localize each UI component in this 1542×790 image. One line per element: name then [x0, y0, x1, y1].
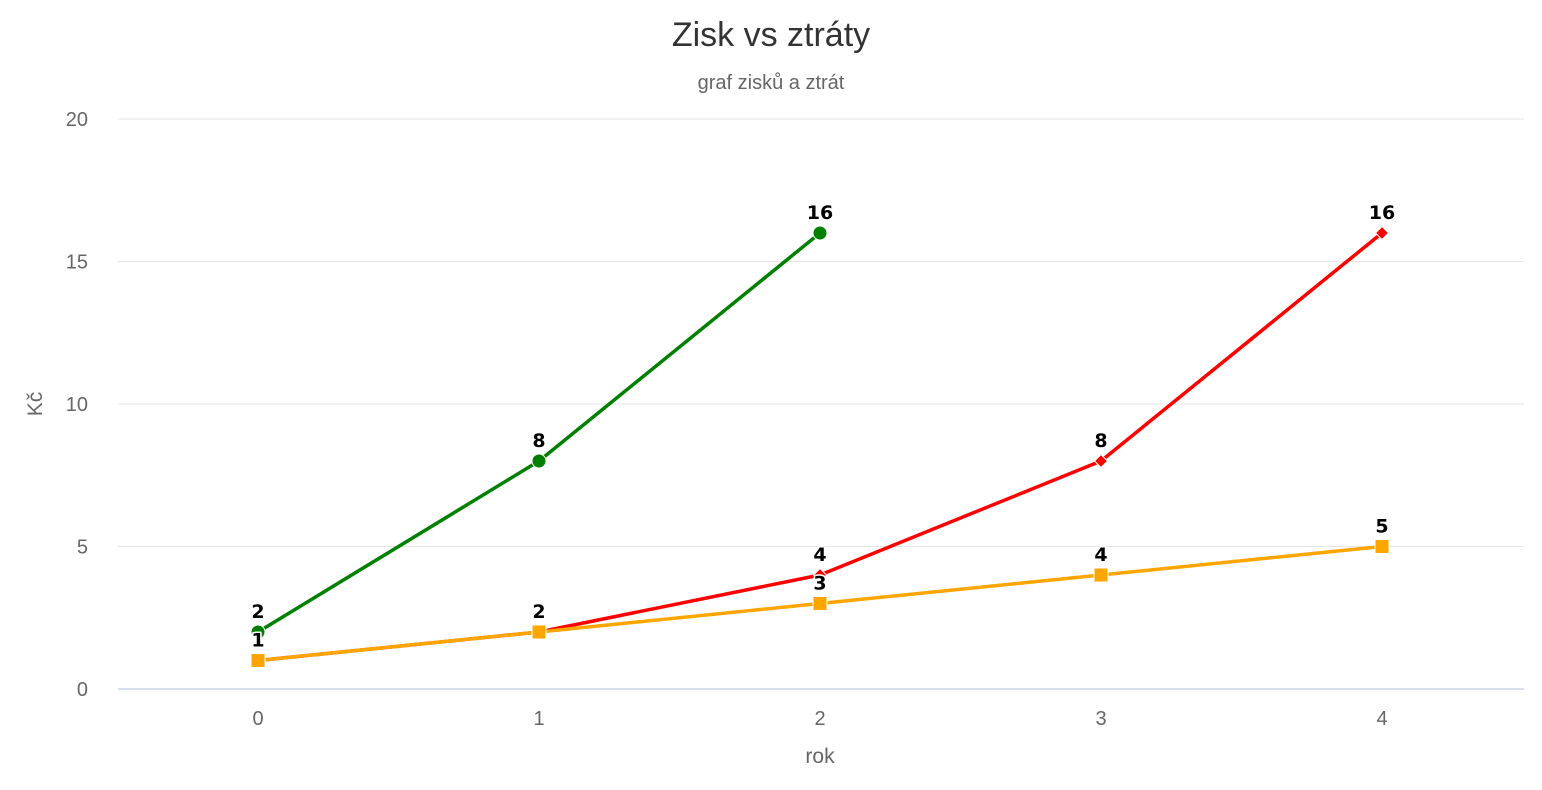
y-tick-label: 5	[77, 537, 88, 559]
data-point	[1374, 539, 1390, 554]
data-point	[812, 225, 828, 241]
x-tick-label: 4	[1376, 708, 1387, 730]
x-tick-label: 2	[814, 708, 825, 730]
x-tick-label: 0	[252, 708, 263, 730]
data-point	[250, 653, 266, 668]
chart-title: Zisk vs ztráty	[672, 16, 870, 54]
data-point	[250, 624, 266, 640]
y-tick-label: 10	[66, 394, 88, 416]
y-tick-label: 15	[66, 252, 88, 274]
y-tick-label: 20	[66, 109, 88, 131]
data-label: 16	[1369, 202, 1395, 224]
data-point	[531, 624, 547, 640]
y-tick-label: 0	[77, 679, 88, 701]
data-label: 5	[1375, 516, 1388, 538]
data-point	[812, 567, 828, 583]
data-point	[531, 453, 547, 469]
data-point	[812, 596, 828, 611]
x-tick-label: 1	[533, 708, 544, 730]
data-label: 4	[1094, 544, 1107, 566]
data-label: 1	[251, 630, 264, 652]
chart-subtitle: graf zisků a ztrát	[698, 72, 845, 94]
data-label: 2	[532, 601, 545, 623]
data-label: 3	[813, 573, 826, 595]
series-group	[250, 225, 1390, 668]
data-label: 4	[813, 544, 826, 566]
data-point	[1374, 225, 1390, 241]
x-axis-title: rok	[805, 745, 835, 768]
x-tick-label: 3	[1095, 708, 1106, 730]
data-label: 8	[1094, 430, 1107, 452]
y-axis-title: Kč	[24, 392, 47, 417]
data-point	[1093, 567, 1109, 583]
grid-lines	[118, 118, 1524, 690]
data-label: 16	[807, 202, 833, 224]
data-label: 1	[251, 630, 264, 652]
data-label: 2	[251, 601, 264, 623]
data-label: 8	[532, 430, 545, 452]
data-point	[1093, 453, 1109, 469]
data-label: 2	[532, 601, 545, 623]
